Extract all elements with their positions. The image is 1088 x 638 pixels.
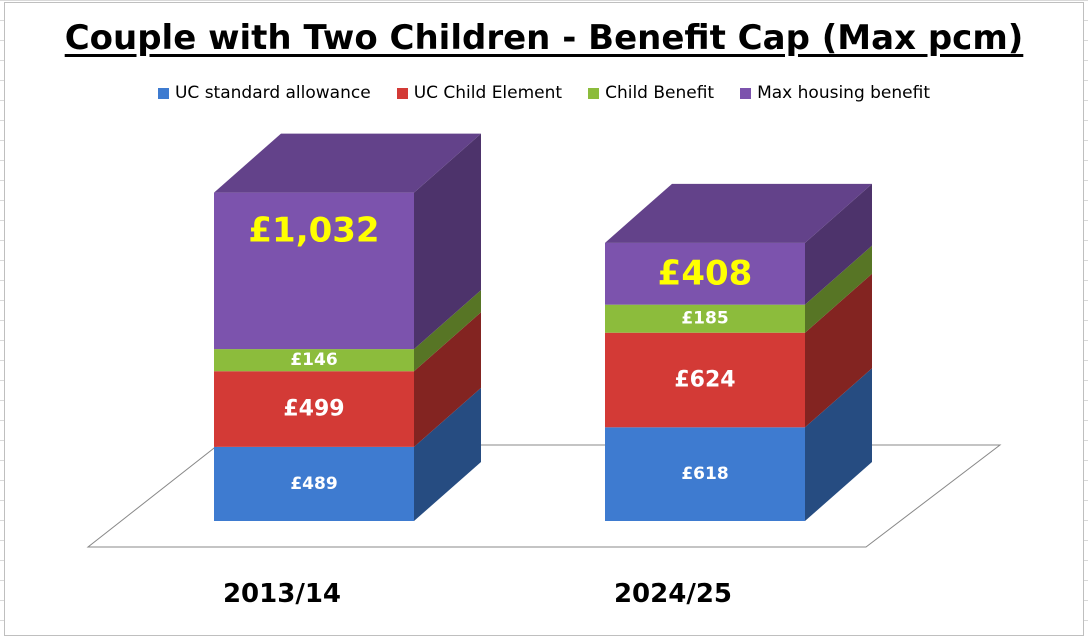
legend-label: UC standard allowance bbox=[174, 83, 371, 103]
bar-side bbox=[414, 290, 481, 372]
legend[interactable]: UC standard allowance UC Child Element C… bbox=[0, 83, 1088, 103]
bar-segment bbox=[214, 371, 414, 447]
bar-segment bbox=[605, 332, 805, 428]
bar-segment bbox=[214, 192, 414, 350]
legend-swatch bbox=[740, 87, 752, 99]
data-label: £408 bbox=[658, 254, 753, 294]
data-label: £1,032 bbox=[248, 211, 379, 251]
bar-segment bbox=[214, 446, 414, 521]
bar-side bbox=[805, 183, 872, 305]
legend-swatch bbox=[157, 87, 169, 99]
legend-swatch bbox=[396, 87, 408, 99]
bar-top bbox=[605, 183, 872, 243]
bar-segment bbox=[605, 304, 805, 333]
legend-label: UC Child Element bbox=[413, 83, 563, 103]
data-label: £618 bbox=[681, 464, 728, 484]
bar-side bbox=[414, 387, 481, 521]
legend-item-max-housing-benefit[interactable]: Max housing benefit bbox=[740, 83, 930, 103]
legend-item-uc-child-element[interactable]: UC Child Element bbox=[396, 83, 563, 103]
bar-segment bbox=[605, 427, 805, 521]
bar-segment bbox=[214, 349, 414, 372]
category-label: 2024/25 bbox=[614, 579, 732, 609]
data-label: £499 bbox=[283, 397, 344, 422]
data-label: £624 bbox=[674, 368, 735, 393]
legend-swatch bbox=[588, 87, 600, 99]
legend-label: Child Benefit bbox=[605, 83, 715, 103]
bar-side bbox=[805, 368, 872, 521]
data-label: £185 bbox=[681, 309, 728, 329]
category-label: 2013/14 bbox=[223, 579, 341, 609]
bar-side bbox=[805, 273, 872, 428]
bar-side bbox=[414, 312, 481, 447]
legend-label: Max housing benefit bbox=[757, 83, 930, 103]
bar-side bbox=[414, 133, 481, 350]
data-label: £146 bbox=[290, 350, 337, 370]
bar-side bbox=[805, 245, 872, 333]
data-label: £489 bbox=[290, 474, 337, 494]
bar-top bbox=[214, 133, 481, 193]
legend-item-child-benefit[interactable]: Child Benefit bbox=[588, 83, 714, 103]
chart-title: Couple with Two Children - Benefit Cap (… bbox=[64, 18, 1024, 58]
bar-segment bbox=[605, 242, 805, 305]
legend-item-uc-standard-allowance[interactable]: UC standard allowance bbox=[157, 83, 371, 103]
